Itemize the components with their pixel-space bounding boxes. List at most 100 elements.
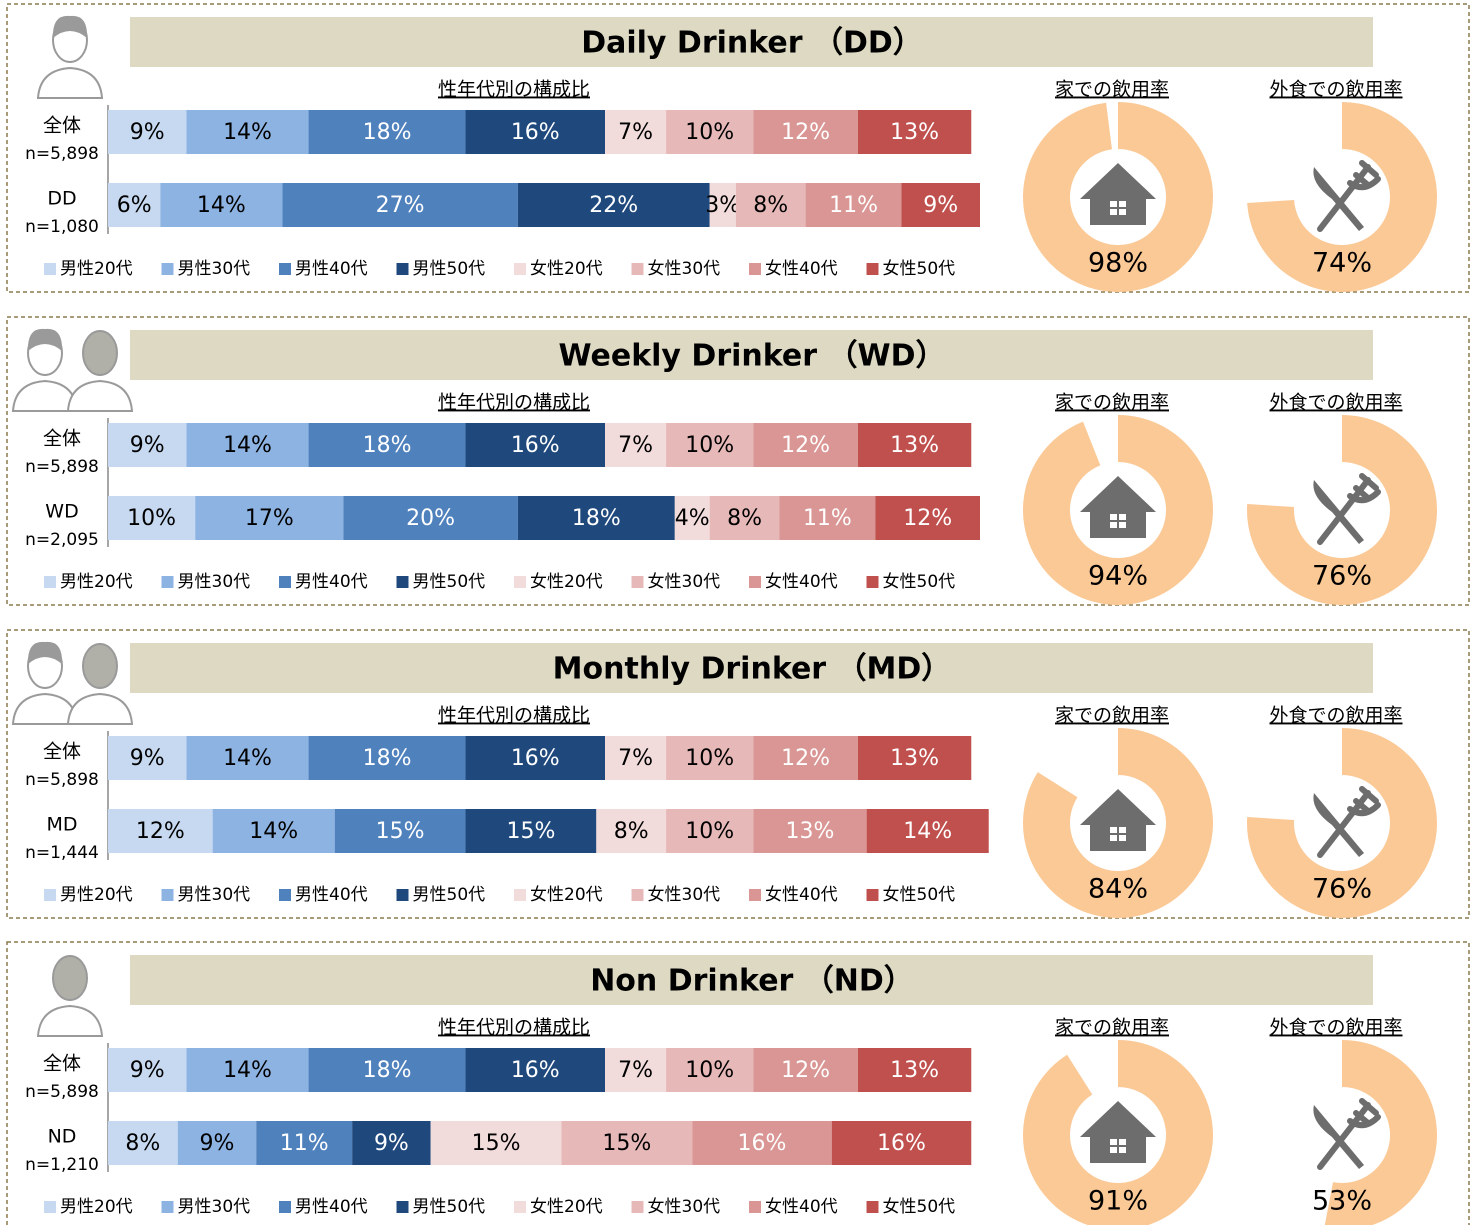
infographic: Daily Drinker （DD）性年代別の構成比全体n=5,8989%14%… [0,0,1477,1225]
sample-size: n=5,898 [25,1082,99,1102]
sample-size: n=5,898 [25,457,99,477]
legend-label: 男性40代 [295,259,368,279]
value-label: 16% [738,1131,787,1156]
value-label: 3% [705,193,740,218]
panel-title: Weekly Drinker （WD） [558,339,945,374]
value-label: 91% [1088,1186,1148,1217]
sample-size: n=1,444 [25,843,99,863]
legend-label: 男性30代 [178,1197,251,1217]
donut-chart: 家での飲用率 84% [1023,705,1213,919]
legend-label: 女性50代 [883,1197,956,1217]
chart-subtitle: 性年代別の構成比 [438,79,590,101]
value-label: 12% [781,746,830,771]
value-label: 94% [1088,561,1148,592]
legend-swatch [632,1201,644,1213]
legend-swatch [397,263,409,275]
value-label: 20% [406,506,455,531]
value-label: 9% [130,433,165,458]
legend-swatch [749,576,761,588]
legend-swatch [632,263,644,275]
legend-swatch [397,576,409,588]
legend-swatch [867,889,879,901]
value-label: 18% [363,433,412,458]
value-label: 98% [1088,248,1148,279]
legend-swatch [279,576,291,588]
value-label: 16% [511,433,560,458]
legend-label: 女性20代 [530,885,603,905]
legend-label: 女性50代 [883,572,956,592]
value-label: 13% [890,1058,939,1083]
donut-title: 外食での飲用率 [1269,392,1402,414]
legend-label: 男性40代 [295,1197,368,1217]
value-label: 76% [1312,561,1372,592]
value-label: 10% [685,433,734,458]
value-label: 14% [903,819,952,844]
donut-chart: 外食での飲用率 74% [1247,79,1437,293]
category-label: WD [45,501,78,523]
legend-label: 女性50代 [883,885,956,905]
legend-swatch [749,1201,761,1213]
category-label: 全体 [43,428,81,450]
value-label: 12% [781,120,830,145]
legend-label: 男性50代 [413,1197,486,1217]
donut-chart: 外食での飲用率 76% [1247,705,1437,919]
value-label: 7% [618,746,653,771]
legend-swatch [514,889,526,901]
donut-title: 外食での飲用率 [1269,79,1402,101]
person-head [53,956,87,1000]
value-label: 14% [197,193,246,218]
legend-swatch [749,889,761,901]
donut-chart: 外食での飲用率 76% [1247,392,1437,605]
value-label: 15% [602,1131,651,1156]
value-label: 74% [1312,248,1372,279]
value-label: 7% [618,1058,653,1083]
value-label: 17% [245,506,294,531]
legend-label: 女性40代 [765,572,838,592]
legend-swatch [279,1201,291,1213]
value-label: 13% [890,120,939,145]
legend-swatch [44,576,56,588]
value-label: 84% [1088,874,1148,905]
value-label: 16% [511,746,560,771]
donut-title: 外食での飲用率 [1269,1017,1402,1039]
legend-swatch [162,576,174,588]
legend-label: 男性20代 [60,1197,133,1217]
person-body [68,381,132,411]
value-label: 14% [249,819,298,844]
value-label: 9% [923,193,958,218]
value-label: 8% [753,193,788,218]
value-label: 18% [363,1058,412,1083]
legend-label: 女性20代 [530,1197,603,1217]
value-label: 18% [572,506,621,531]
category-label: 全体 [43,1053,81,1075]
value-label: 12% [781,1058,830,1083]
value-label: 10% [685,120,734,145]
category-label: DD [47,188,76,210]
donut-chart: 家での飲用率91% [1023,1017,1213,1225]
legend-swatch [514,576,526,588]
legend-label: 男性20代 [60,885,133,905]
legend-swatch [514,1201,526,1213]
sample-size: n=1,080 [25,217,99,237]
donut-title: 外食での飲用率 [1269,705,1402,727]
value-label: 9% [200,1131,235,1156]
donut-chart: 家での飲用率98% [1023,79,1213,293]
donut-chart: 家での飲用率94% [1023,392,1213,605]
value-label: 6% [117,193,152,218]
value-label: 7% [618,433,653,458]
legend-label: 男性30代 [178,885,251,905]
value-label: 18% [363,120,412,145]
donut-title: 家での飲用率 [1055,705,1169,727]
legend-label: 男性20代 [60,259,133,279]
legend-swatch [279,889,291,901]
value-label: 8% [125,1131,160,1156]
person-icon [13,329,132,411]
value-label: 10% [685,746,734,771]
value-label: 16% [877,1131,926,1156]
house-icon [1080,789,1156,851]
value-label: 76% [1312,874,1372,905]
donut-chart: 外食での飲用率53% [1269,1017,1437,1225]
legend-swatch [632,889,644,901]
value-label: 15% [506,819,555,844]
page: {"chart_data": [ {"type": "stacked-bar",… [0,0,1477,1225]
